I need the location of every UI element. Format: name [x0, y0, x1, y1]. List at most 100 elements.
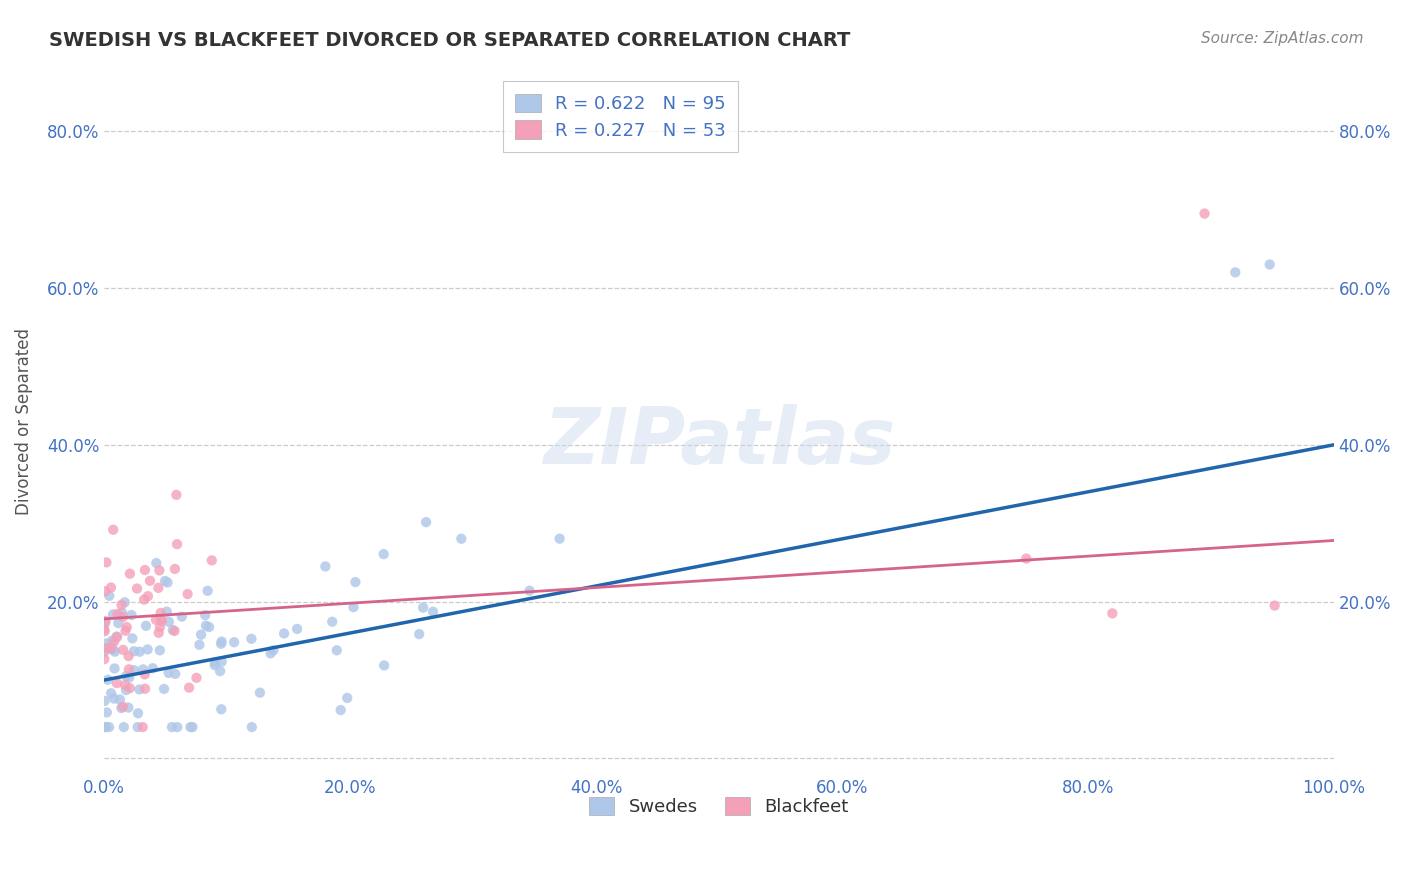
Point	[142, 661, 165, 675]
Point	[422, 605, 444, 619]
Point	[101, 633, 124, 648]
Point	[148, 625, 170, 640]
Point	[118, 662, 141, 676]
Point	[105, 676, 128, 690]
Point	[103, 691, 125, 706]
Point	[111, 699, 134, 714]
Point	[136, 642, 159, 657]
Point	[94, 616, 117, 631]
Point	[94, 614, 117, 628]
Point	[93, 720, 115, 734]
Point	[240, 720, 263, 734]
Point	[163, 562, 186, 576]
Point	[132, 662, 155, 676]
Point	[188, 638, 211, 652]
Point	[105, 630, 128, 644]
Point	[96, 556, 118, 570]
Y-axis label: Divorced or Separated: Divorced or Separated	[15, 328, 32, 515]
Point	[94, 584, 117, 599]
Point	[118, 671, 141, 685]
Point	[149, 606, 172, 620]
Point	[103, 523, 125, 537]
Point	[1258, 258, 1281, 272]
Point	[104, 645, 127, 659]
Point	[117, 700, 139, 714]
Point	[329, 703, 352, 717]
Point	[114, 678, 136, 692]
Point	[211, 634, 233, 648]
Point	[336, 690, 359, 705]
Text: Source: ZipAtlas.com: Source: ZipAtlas.com	[1201, 31, 1364, 46]
Point	[204, 658, 226, 673]
Point	[96, 641, 118, 656]
Point	[115, 669, 138, 683]
Point	[204, 656, 226, 670]
Point	[170, 609, 193, 624]
Point	[145, 613, 167, 627]
Point	[314, 559, 336, 574]
Point	[285, 622, 308, 636]
Point	[201, 553, 224, 567]
Point	[148, 581, 170, 595]
Point	[108, 692, 131, 706]
Point	[112, 720, 135, 734]
Point	[197, 583, 219, 598]
Point	[273, 626, 295, 640]
Text: ZIPatlas: ZIPatlas	[543, 404, 896, 481]
Point	[135, 619, 157, 633]
Point	[128, 645, 150, 659]
Point	[134, 681, 156, 696]
Point	[179, 720, 201, 734]
Point	[96, 636, 118, 650]
Point	[93, 645, 115, 659]
Point	[415, 515, 437, 529]
Point	[93, 694, 115, 708]
Point	[194, 618, 217, 632]
Point	[134, 563, 156, 577]
Point	[163, 624, 186, 638]
Point	[139, 574, 162, 588]
Point	[186, 671, 208, 685]
Point	[121, 608, 143, 623]
Point	[262, 643, 284, 657]
Point	[136, 589, 159, 603]
Point	[326, 643, 349, 657]
Point	[121, 632, 143, 646]
Point	[110, 701, 132, 715]
Point	[181, 720, 204, 734]
Point	[96, 641, 118, 656]
Point	[103, 634, 125, 648]
Point	[162, 623, 184, 637]
Point	[249, 686, 271, 700]
Point	[373, 547, 395, 561]
Point	[105, 607, 128, 621]
Point	[107, 616, 129, 631]
Point	[93, 623, 115, 637]
Point	[127, 706, 149, 721]
Point	[344, 575, 367, 590]
Point	[98, 589, 121, 603]
Point	[150, 614, 173, 628]
Point	[114, 624, 136, 638]
Point	[408, 627, 430, 641]
Point	[103, 661, 125, 675]
Point	[156, 575, 179, 590]
Legend: Swedes, Blackfeet: Swedes, Blackfeet	[579, 788, 858, 825]
Point	[165, 488, 187, 502]
Point	[209, 702, 232, 716]
Point	[209, 637, 232, 651]
Point	[148, 563, 170, 577]
Point	[194, 608, 217, 623]
Point	[373, 658, 395, 673]
Point	[127, 720, 149, 734]
Point	[111, 606, 134, 620]
Point	[114, 595, 136, 609]
Point	[97, 673, 120, 687]
Point	[93, 652, 115, 666]
Point	[122, 644, 145, 658]
Point	[94, 720, 117, 734]
Point	[101, 607, 124, 622]
Point	[118, 681, 141, 695]
Point	[157, 665, 180, 680]
Point	[150, 612, 173, 626]
